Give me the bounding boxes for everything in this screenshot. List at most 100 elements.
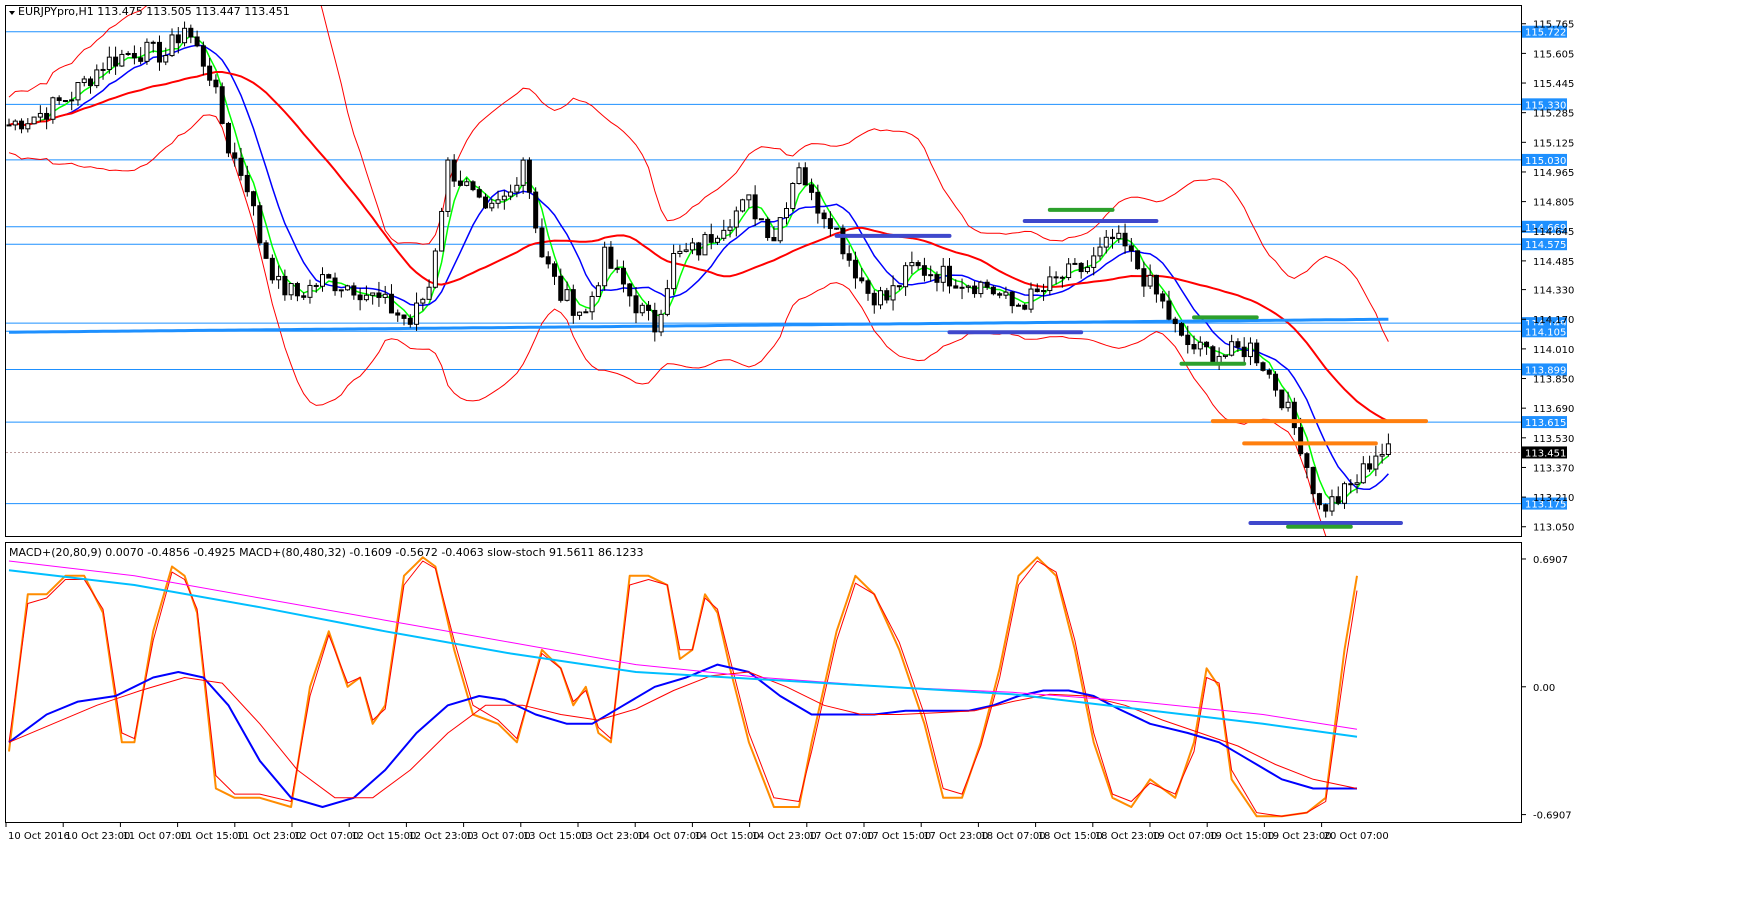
candle[interactable] — [671, 244, 677, 296]
candle[interactable] — [257, 201, 263, 246]
candle[interactable] — [1091, 247, 1097, 276]
candle[interactable] — [1204, 341, 1210, 355]
candle[interactable] — [1015, 303, 1021, 307]
candle[interactable] — [1273, 371, 1279, 397]
candle[interactable] — [1191, 335, 1197, 355]
candle[interactable] — [520, 157, 526, 195]
candle[interactable] — [31, 116, 37, 125]
candle[interactable] — [1103, 229, 1109, 254]
price-plot[interactable] — [6, 0, 1521, 579]
candle[interactable] — [332, 272, 338, 296]
candle[interactable] — [307, 279, 313, 304]
candle[interactable] — [1110, 228, 1116, 249]
candle[interactable] — [947, 258, 952, 294]
candle[interactable] — [896, 285, 902, 291]
candle[interactable] — [827, 211, 833, 237]
candle[interactable] — [689, 237, 695, 255]
candle[interactable] — [345, 284, 351, 291]
candle[interactable] — [163, 47, 169, 66]
candle[interactable] — [771, 226, 777, 242]
candle[interactable] — [313, 283, 319, 293]
candle[interactable] — [326, 273, 332, 279]
triangle-down-icon[interactable] — [9, 11, 15, 15]
candle[interactable] — [338, 289, 344, 298]
candle[interactable] — [238, 147, 244, 181]
candle[interactable] — [1034, 283, 1040, 293]
candle[interactable] — [620, 260, 626, 293]
candle[interactable] — [207, 57, 213, 87]
candle[interactable] — [301, 292, 307, 301]
candle[interactable] — [1128, 237, 1134, 262]
candle[interactable] — [652, 302, 658, 342]
candle[interactable] — [269, 254, 275, 284]
candle[interactable] — [1266, 368, 1272, 379]
candle[interactable] — [1160, 290, 1166, 309]
candle[interactable] — [639, 302, 645, 317]
candle[interactable] — [156, 35, 162, 71]
indicator-plot[interactable] — [8, 556, 1358, 818]
candle[interactable] — [75, 82, 81, 106]
candle[interactable] — [570, 284, 576, 324]
candle[interactable] — [244, 165, 250, 197]
candle[interactable] — [94, 64, 100, 89]
candle[interactable] — [1285, 391, 1291, 412]
candle[interactable] — [1122, 223, 1128, 254]
candle[interactable] — [1310, 466, 1316, 503]
candle[interactable] — [1053, 271, 1059, 285]
candle[interactable] — [1260, 361, 1266, 372]
candle[interactable] — [1178, 322, 1184, 337]
candle[interactable] — [965, 284, 971, 293]
candle[interactable] — [602, 241, 608, 291]
candle[interactable] — [106, 46, 112, 74]
candle[interactable] — [1342, 481, 1348, 509]
candle[interactable] — [1047, 266, 1053, 296]
candle[interactable] — [959, 278, 965, 300]
candle[interactable] — [320, 267, 325, 292]
candle[interactable] — [1323, 503, 1329, 518]
candle[interactable] — [627, 283, 633, 307]
candle[interactable] — [984, 279, 990, 290]
candle[interactable] — [1059, 275, 1065, 288]
candle[interactable] — [439, 207, 445, 252]
candle[interactable] — [658, 309, 664, 337]
candle[interactable] — [6, 118, 12, 127]
candle[interactable] — [558, 268, 564, 303]
candle[interactable] — [997, 291, 1003, 299]
candle[interactable] — [834, 227, 840, 230]
candle[interactable] — [1229, 334, 1235, 357]
candle[interactable] — [526, 157, 532, 199]
candle[interactable] — [175, 27, 181, 54]
candle[interactable] — [1041, 283, 1047, 301]
candle[interactable] — [81, 75, 87, 87]
candle[interactable] — [727, 219, 733, 238]
candle[interactable] — [119, 49, 125, 67]
candle[interactable] — [1166, 290, 1172, 321]
candle[interactable] — [821, 209, 827, 229]
candle[interactable] — [890, 275, 896, 311]
candle[interactable] — [677, 244, 683, 258]
candle[interactable] — [1210, 344, 1216, 365]
candle[interactable] — [1022, 303, 1028, 311]
candle[interactable] — [633, 286, 639, 324]
candle[interactable] — [809, 178, 815, 201]
candle[interactable] — [539, 218, 545, 258]
candle[interactable] — [1279, 389, 1285, 411]
candle[interactable] — [1241, 337, 1247, 363]
candle[interactable] — [583, 308, 589, 314]
candle[interactable] — [909, 251, 915, 275]
candle[interactable] — [721, 219, 727, 241]
candle[interactable] — [363, 285, 369, 302]
candle[interactable] — [1066, 258, 1072, 281]
candle[interactable] — [777, 217, 783, 244]
candle[interactable] — [990, 285, 996, 296]
candle[interactable] — [426, 279, 432, 300]
candle[interactable] — [746, 194, 752, 209]
candle[interactable] — [715, 235, 721, 245]
candle[interactable] — [708, 223, 714, 250]
candle[interactable] — [1141, 261, 1147, 297]
candle[interactable] — [370, 292, 376, 305]
candle[interactable] — [445, 157, 451, 217]
candle[interactable] — [551, 261, 557, 285]
candle[interactable] — [88, 76, 94, 94]
